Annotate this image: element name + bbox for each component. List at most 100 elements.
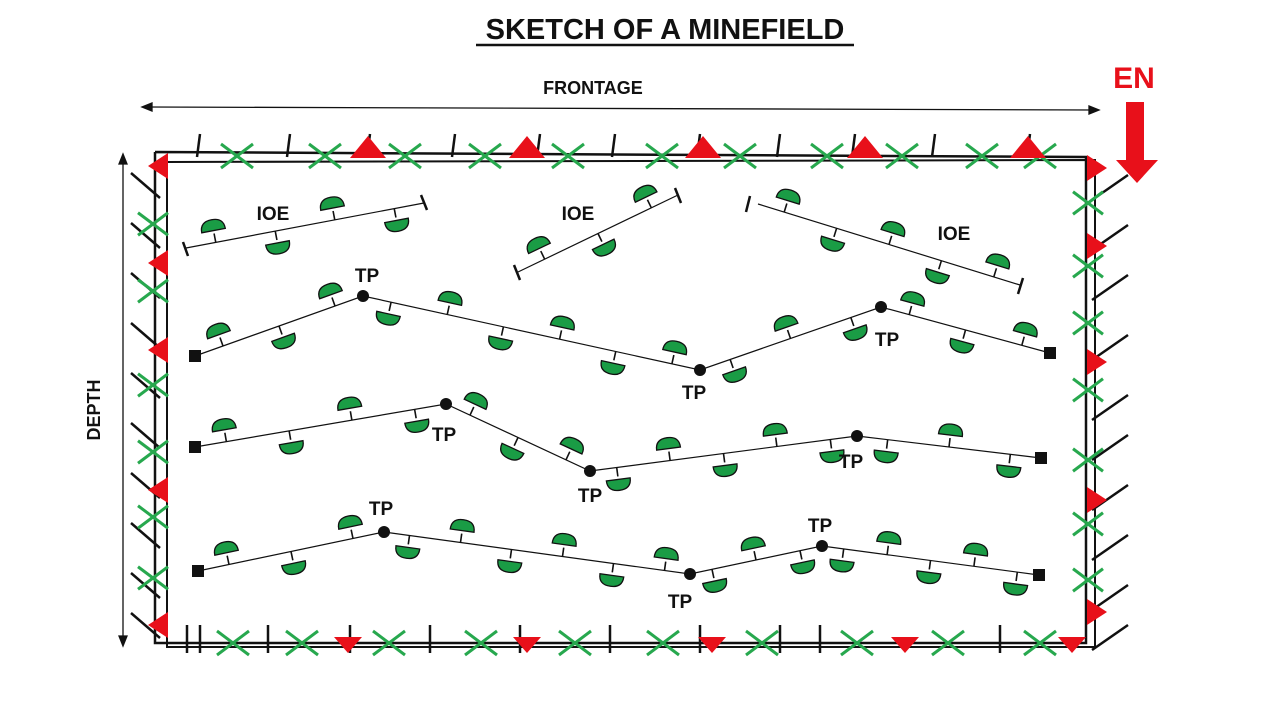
mushroom-mine-icon — [655, 436, 682, 461]
mushroom-mine-icon — [1012, 321, 1038, 346]
black-dot-icon — [378, 526, 390, 538]
mushroom-mine-icon — [762, 422, 788, 447]
red-triangle-icon — [1087, 487, 1107, 513]
black-dot-icon — [851, 430, 863, 442]
fence-tick — [1091, 583, 1129, 612]
mushroom-mine-icon — [591, 233, 617, 257]
mushroom-mine-icon — [337, 514, 364, 539]
frontage-arrow — [140, 102, 1101, 115]
cross-icon — [1072, 310, 1104, 336]
row-end-tick — [419, 194, 429, 211]
red-triangle-icon — [1058, 637, 1086, 653]
cross-icon — [1072, 253, 1104, 279]
row-end-tick — [181, 241, 190, 257]
red-triangle-icon — [148, 153, 168, 179]
mine-row-line — [194, 403, 1042, 472]
mushroom-mine-icon — [962, 542, 989, 567]
row-end-tick — [1016, 277, 1025, 295]
black-square-icon — [1033, 569, 1045, 581]
mushroom-mine-icon — [319, 196, 346, 221]
fence-tick — [130, 372, 161, 399]
ioe-label: IOE — [257, 204, 290, 225]
mushroom-mine-icon — [899, 291, 926, 315]
mushroom-mine-icon — [551, 532, 577, 557]
depth-arrow — [118, 152, 128, 648]
page-title: SKETCH OF A MINEFIELD — [486, 14, 845, 46]
cross-icon — [220, 142, 254, 170]
cross-icon — [1072, 567, 1104, 593]
mine-rows — [181, 184, 1056, 596]
mushroom-mine-icon — [488, 326, 514, 351]
mushroom-mine-icon — [773, 315, 799, 339]
mushroom-mine-icon — [605, 467, 631, 492]
cross-icon — [372, 629, 406, 657]
fence-tick — [1091, 433, 1129, 462]
cross-icon — [137, 278, 169, 304]
black-dot-icon — [694, 364, 706, 376]
row-end-tick — [744, 195, 752, 213]
mushroom-mine-icon — [661, 340, 688, 365]
mushroom-mine-icon — [383, 208, 410, 233]
cross-icon — [137, 372, 169, 398]
mushroom-mine-icon — [600, 351, 626, 376]
cross-icon — [464, 629, 498, 657]
mushroom-mine-icon — [633, 184, 658, 209]
row-labels: IOE IOE IOE TP TP TP TP TP TP TP TP TP — [257, 204, 971, 613]
fence-tick — [195, 133, 202, 158]
mushroom-mine-icon — [375, 301, 402, 326]
fence-tick — [130, 522, 161, 549]
cross-icon — [216, 629, 250, 657]
cross-icon — [558, 629, 592, 657]
mine-row-line — [197, 531, 1040, 576]
fence-tick — [450, 133, 457, 158]
red-triangle-icon — [1010, 136, 1046, 158]
cross-icon — [137, 504, 169, 530]
mushroom-mine-icon — [876, 531, 902, 555]
cross-icon — [388, 142, 422, 170]
mushroom-mine-icon — [1003, 571, 1029, 596]
fence-tick — [130, 422, 161, 449]
black-square-icon — [1044, 347, 1056, 359]
mushroom-mine-icon — [264, 230, 291, 255]
frontage-label: FRONTAGE — [543, 78, 643, 98]
mushroom-mine-icon — [549, 315, 575, 340]
cross-icon — [646, 629, 680, 657]
mushroom-mine-icon — [937, 423, 964, 448]
cross-icon — [645, 142, 679, 170]
red-triangle-icon — [1087, 599, 1107, 625]
tp-label: TP — [875, 330, 900, 351]
tp-label: TP — [355, 266, 380, 287]
fence-tick — [610, 133, 617, 158]
mushroom-mine-icon — [526, 236, 552, 260]
red-triangle-icon — [148, 250, 168, 276]
mushroom-mine-icon — [873, 439, 899, 464]
fence-tick — [1091, 623, 1129, 652]
red-triangle-icon — [148, 477, 168, 503]
fence-tick — [130, 172, 161, 199]
fence-tick — [1091, 273, 1129, 302]
fence-tick — [130, 612, 161, 639]
black-dot-icon — [875, 301, 887, 313]
tp-label: TP — [432, 425, 457, 446]
mushroom-mine-icon — [916, 560, 942, 585]
mushroom-mine-icon — [280, 551, 307, 576]
cross-icon — [1023, 629, 1057, 657]
mushroom-mine-icon — [789, 550, 816, 575]
mushroom-mine-icon — [270, 325, 296, 350]
mushroom-mine-icon — [463, 391, 488, 416]
black-square-icon — [192, 565, 204, 577]
ioe-label: IOE — [938, 224, 971, 245]
red-triangle-icon — [1087, 349, 1107, 375]
tp-label: TP — [839, 452, 864, 473]
tp-label: TP — [682, 383, 707, 404]
black-square-icon — [1035, 452, 1047, 464]
fence-tick — [775, 133, 782, 158]
black-dot-icon — [584, 465, 596, 477]
depth-label: DEPTH — [84, 379, 104, 440]
cross-icon — [468, 142, 502, 170]
mushroom-mine-icon — [775, 188, 801, 213]
ioe-label: IOE — [562, 204, 595, 225]
red-triangle-icon — [148, 612, 168, 638]
red-triangle-icon — [1087, 233, 1107, 259]
cross-icon — [965, 142, 999, 170]
